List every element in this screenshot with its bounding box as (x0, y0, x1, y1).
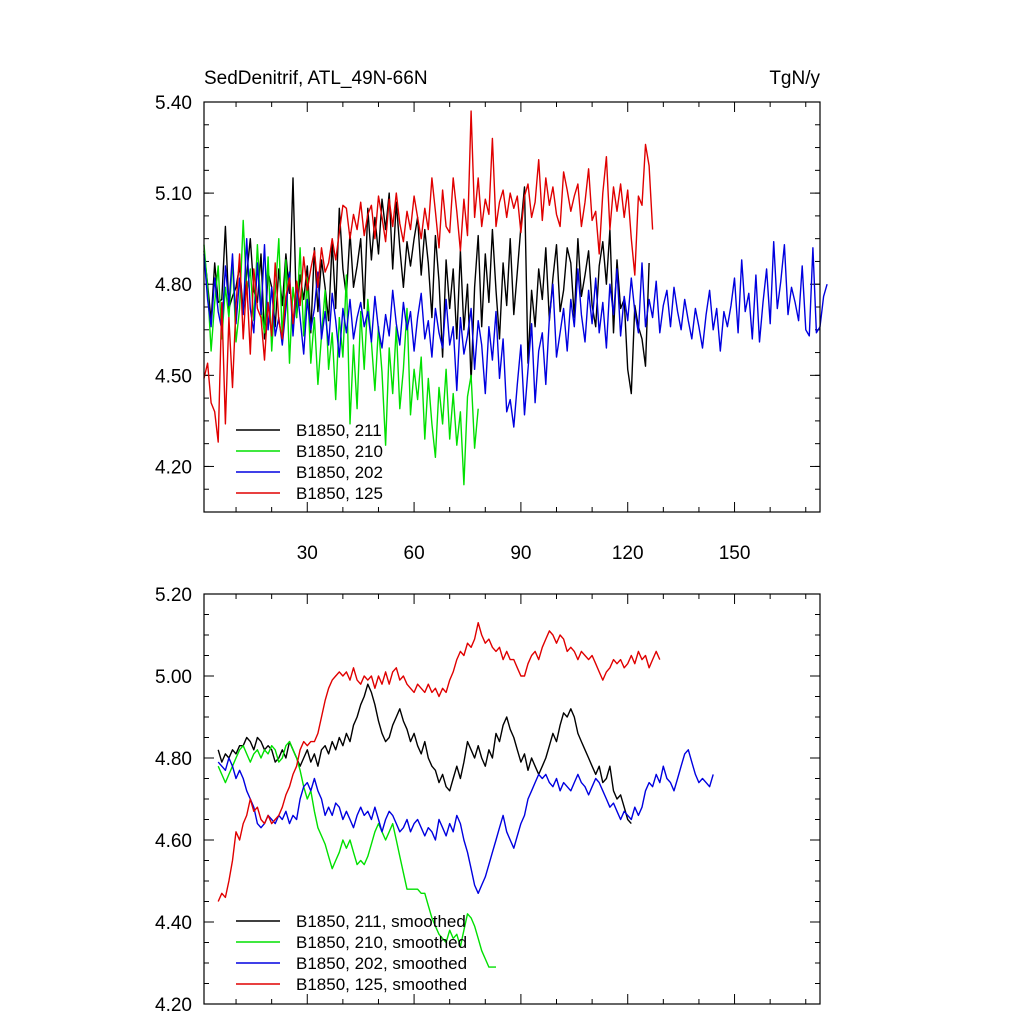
panel-top-title: SedDenitrif, ATL_49N-66N (204, 68, 428, 89)
panel-bottom-legend: B1850, 211, smoothed B1850, 210, smoothed… (236, 912, 467, 994)
x-tick-label: 90 (510, 543, 531, 564)
panel-top-units: TgN/y (769, 68, 820, 89)
series-line-bottom-3 (217, 622, 661, 902)
y-tick-label: 4.20 (155, 457, 192, 478)
series-line-top-0 (203, 177, 650, 395)
y-tick-label: 5.40 (155, 93, 192, 114)
x-tick-label: 120 (612, 543, 644, 564)
y-tick-label: 4.20 (155, 995, 192, 1016)
panel-top: SedDenitrif, ATL_49N-66N TgN/y 4.204.504… (155, 68, 828, 564)
y-tick-label: 4.50 (155, 366, 192, 387)
y-tick-label: 4.40 (155, 913, 192, 934)
y-tick-label: 5.10 (155, 184, 192, 205)
legend-label: B1850, 211 (296, 421, 382, 440)
series-line-top-3 (203, 110, 654, 443)
series-line-bottom-0 (217, 683, 632, 825)
legend-label: B1850, 211, smoothed (296, 912, 466, 931)
panel-bottom-ticks: 4.20 4.40 4.60 4.80 5.00 5.20 (155, 585, 820, 1016)
panel-top-plot-area (203, 110, 828, 486)
y-tick-label: 4.60 (155, 831, 192, 852)
series-line-bottom-1 (217, 740, 496, 968)
panel-top-legend: B1850, 211 B1850, 210 B1850, 202 B1850, 125 (236, 421, 383, 503)
legend-label: B1850, 125 (296, 484, 383, 503)
legend-label: B1850, 210, smoothed (296, 933, 467, 952)
y-tick-label: 4.80 (155, 275, 192, 296)
panel-top-frame (203, 101, 821, 513)
panel-bottom-frame (203, 593, 821, 1005)
panel-bottom-plot-area (217, 622, 714, 968)
y-tick-label: 5.20 (155, 585, 192, 606)
series-line-bottom-2 (217, 749, 714, 894)
panel-top-ticks: 4.20 4.50 4.80 5.10 5.40 30 60 90 120 150 (155, 93, 820, 564)
series-line-top-2 (203, 237, 828, 428)
panel-bottom: 4.20 4.40 4.60 4.80 5.00 5.20 B1850, 211, smo… (155, 585, 821, 1016)
x-tick-label: 60 (404, 543, 425, 564)
y-tick-label: 5.00 (155, 667, 192, 688)
legend-label: B1850, 202, smoothed (296, 954, 467, 973)
y-tick-label: 4.80 (155, 749, 192, 770)
legend-label: B1850, 125, smoothed (296, 975, 467, 994)
legend-label: B1850, 202 (296, 463, 383, 482)
x-tick-label: 30 (297, 543, 318, 564)
legend-label: B1850, 210 (296, 442, 383, 461)
x-tick-label: 150 (719, 543, 751, 564)
